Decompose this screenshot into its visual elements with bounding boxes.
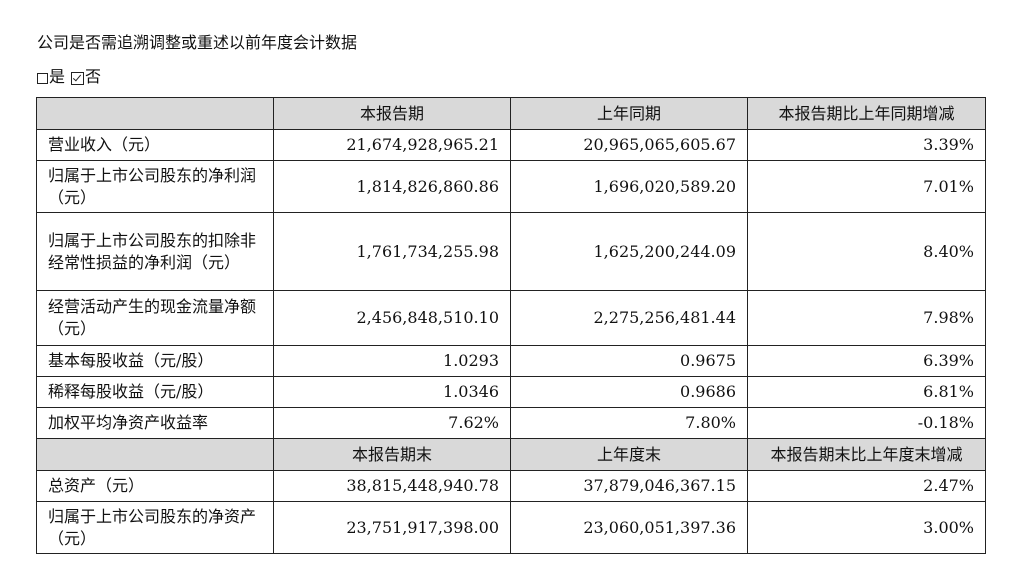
current-value: 23,751,917,398.00 (274, 502, 511, 554)
previous-value: 2,275,256,481.44 (511, 291, 748, 346)
header-cell (37, 439, 274, 471)
previous-value: 1,696,020,589.20 (511, 161, 748, 213)
financial-data-table: 本报告期 上年同期 本报告期比上年同期增减 营业收入（元） 21,674,928… (36, 97, 986, 554)
header-cell (37, 98, 274, 130)
change-value: -0.18% (748, 408, 986, 439)
no-checkbox-checked-icon (71, 72, 84, 85)
change-value: 3.39% (748, 130, 986, 161)
previous-value: 0.9675 (511, 346, 748, 377)
table-row: 归属于上市公司股东的净利润（元） 1,814,826,860.86 1,696,… (37, 161, 986, 213)
row-label: 总资产（元） (37, 471, 274, 502)
row-label: 基本每股收益（元/股） (37, 346, 274, 377)
current-value: 21,674,928,965.21 (274, 130, 511, 161)
table-row: 营业收入（元） 21,674,928,965.21 20,965,065,605… (37, 130, 986, 161)
header-cell: 本报告期 (274, 98, 511, 130)
table-row: 经营活动产生的现金流量净额（元） 2,456,848,510.10 2,275,… (37, 291, 986, 346)
change-value: 6.39% (748, 346, 986, 377)
header-cell: 本报告期末 (274, 439, 511, 471)
table-row: 总资产（元） 38,815,448,940.78 37,879,046,367.… (37, 471, 986, 502)
table-header-row: 本报告期 上年同期 本报告期比上年同期增减 (37, 98, 986, 130)
current-value: 1,761,734,255.98 (274, 213, 511, 291)
table-row: 基本每股收益（元/股） 1.0293 0.9675 6.39% (37, 346, 986, 377)
section-heading: 公司是否需追溯调整或重述以前年度会计数据 (37, 32, 357, 54)
row-label: 稀释每股收益（元/股） (37, 377, 274, 408)
previous-value: 0.9686 (511, 377, 748, 408)
row-label: 经营活动产生的现金流量净额（元） (37, 291, 274, 346)
restatement-options: 是 否 (37, 66, 101, 88)
header-cell: 上年同期 (511, 98, 748, 130)
row-label: 归属于上市公司股东的扣除非经常性损益的净利润（元） (37, 213, 274, 291)
current-value: 1,814,826,860.86 (274, 161, 511, 213)
previous-value: 37,879,046,367.15 (511, 471, 748, 502)
change-value: 6.81% (748, 377, 986, 408)
table-header-row: 本报告期末 上年度末 本报告期末比上年度末增减 (37, 439, 986, 471)
previous-value: 20,965,065,605.67 (511, 130, 748, 161)
previous-value: 1,625,200,244.09 (511, 213, 748, 291)
previous-value: 7.80% (511, 408, 748, 439)
change-value: 7.98% (748, 291, 986, 346)
header-cell: 上年度末 (511, 439, 748, 471)
table-row: 归属于上市公司股东的扣除非经常性损益的净利润（元） 1,761,734,255.… (37, 213, 986, 291)
yes-checkbox-icon (37, 73, 48, 84)
header-cell: 本报告期比上年同期增减 (748, 98, 986, 130)
current-value: 1.0346 (274, 377, 511, 408)
table-row: 稀释每股收益（元/股） 1.0346 0.9686 6.81% (37, 377, 986, 408)
current-value: 38,815,448,940.78 (274, 471, 511, 502)
yes-label: 是 (49, 66, 65, 88)
row-label: 营业收入（元） (37, 130, 274, 161)
row-label: 归属于上市公司股东的净资产（元） (37, 502, 274, 554)
current-value: 7.62% (274, 408, 511, 439)
header-cell: 本报告期末比上年度末增减 (748, 439, 986, 471)
change-value: 3.00% (748, 502, 986, 554)
change-value: 2.47% (748, 471, 986, 502)
row-label: 归属于上市公司股东的净利润（元） (37, 161, 274, 213)
change-value: 8.40% (748, 213, 986, 291)
row-label: 加权平均净资产收益率 (37, 408, 274, 439)
table-row: 加权平均净资产收益率 7.62% 7.80% -0.18% (37, 408, 986, 439)
no-label: 否 (85, 66, 101, 88)
current-value: 1.0293 (274, 346, 511, 377)
change-value: 7.01% (748, 161, 986, 213)
table-row: 归属于上市公司股东的净资产（元） 23,751,917,398.00 23,06… (37, 502, 986, 554)
previous-value: 23,060,051,397.36 (511, 502, 748, 554)
current-value: 2,456,848,510.10 (274, 291, 511, 346)
